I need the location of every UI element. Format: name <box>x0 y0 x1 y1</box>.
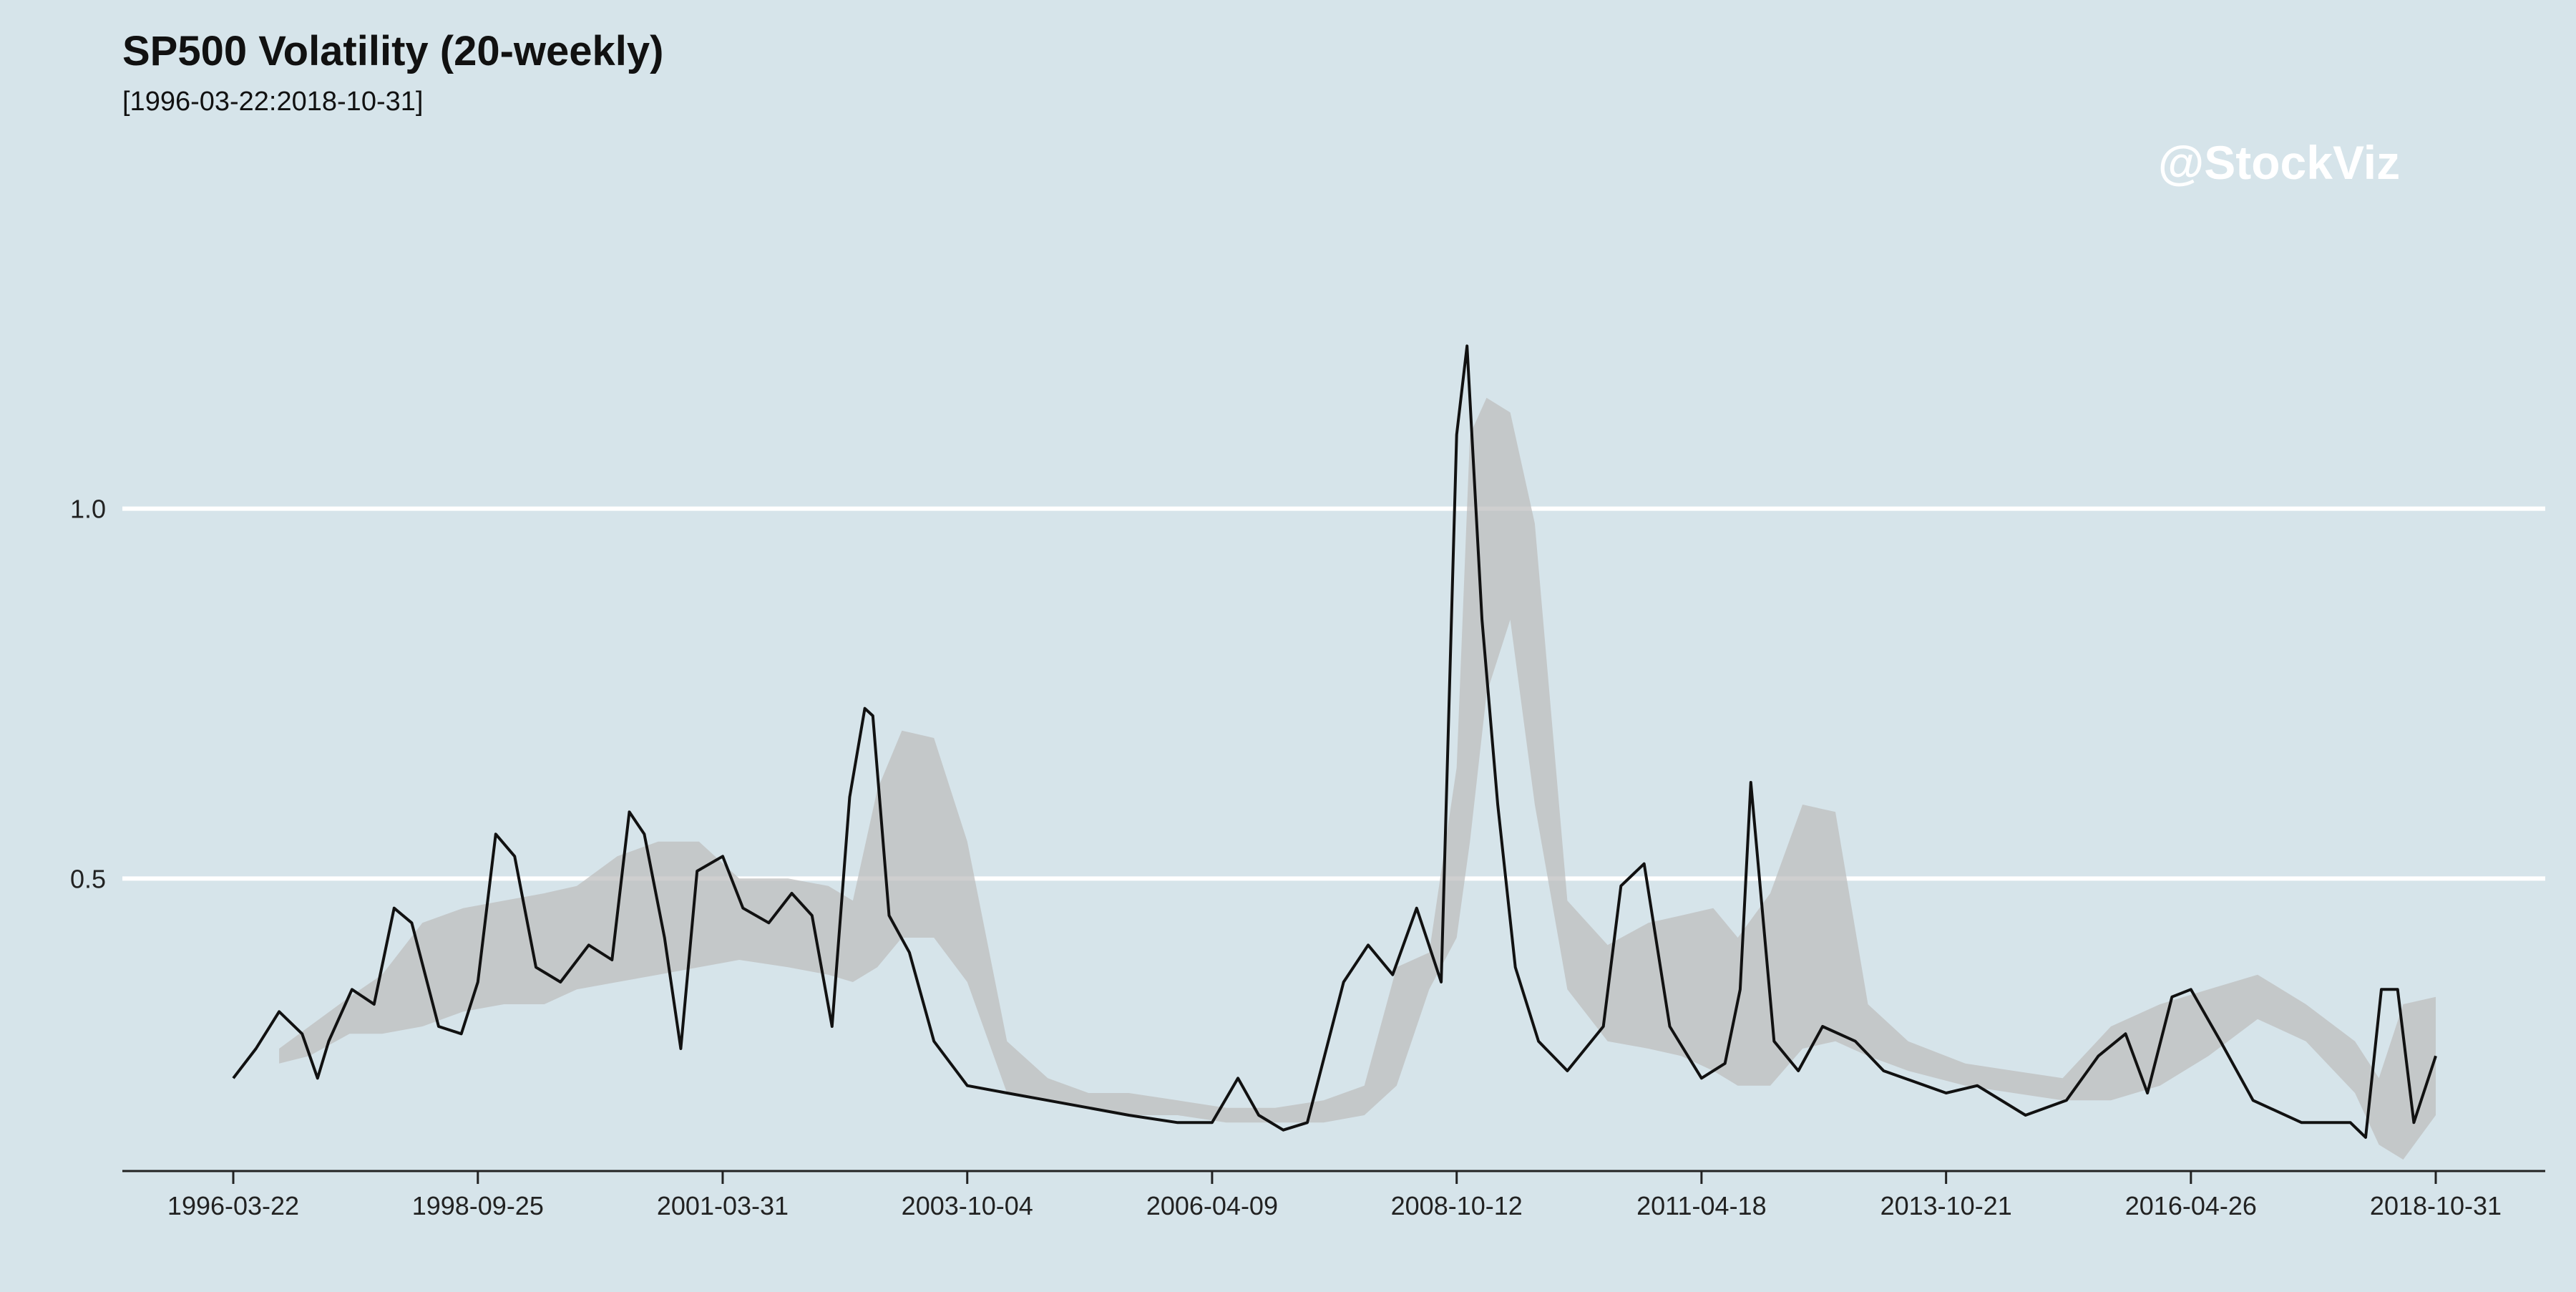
x-tick-label: 2013-10-21 <box>1880 1191 2012 1220</box>
x-tick-label: 1996-03-22 <box>167 1191 299 1220</box>
x-tick-label: 2011-04-18 <box>1636 1191 1766 1220</box>
x-tick-label: 1998-09-25 <box>412 1191 544 1220</box>
volatility-band <box>279 397 2436 1160</box>
y-tick-label: 1.0 <box>70 495 106 524</box>
x-tick-label: 2003-10-04 <box>902 1191 1033 1220</box>
line-layer <box>232 344 2437 1139</box>
x-tick-label: 2006-04-09 <box>1146 1191 1278 1220</box>
chart-subtitle: [1996-03-22:2018-10-31] <box>122 87 423 117</box>
y-axis-ticks: 0.5 1.0 <box>70 495 106 894</box>
x-tick-label: 2018-10-31 <box>2370 1191 2502 1220</box>
chart-title: SP500 Volatility (20-weekly) <box>122 28 664 74</box>
volatility-line <box>232 344 2437 1139</box>
y-tick-label: 0.5 <box>70 864 106 893</box>
watermark: @StockViz <box>2158 136 2400 189</box>
x-tick-label: 2016-04-26 <box>2125 1191 2257 1220</box>
band-layer <box>279 397 2436 1160</box>
gridlines <box>122 506 2545 881</box>
x-axis-ticks: 1996-03-22 1998-09-25 2001-03-31 2003-10-04… <box>167 1171 2502 1220</box>
x-tick-label: 2001-03-31 <box>657 1191 789 1220</box>
x-tick-label: 2008-10-12 <box>1391 1191 1523 1220</box>
